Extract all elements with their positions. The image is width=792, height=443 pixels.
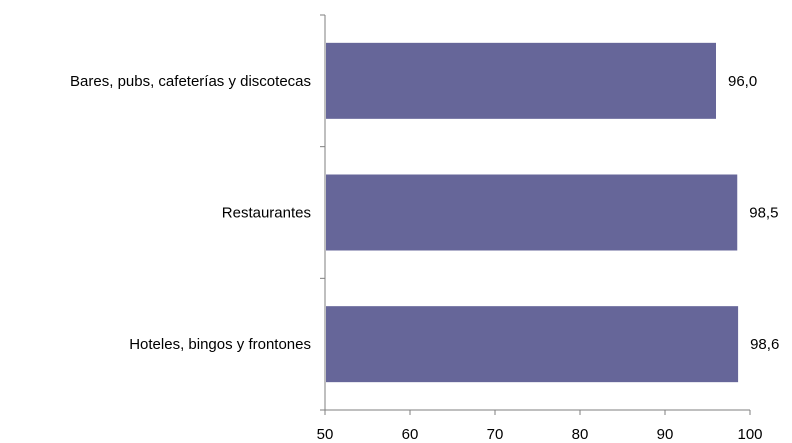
x-tick-label: 80	[572, 426, 589, 443]
bar	[326, 306, 739, 383]
category-label: Restaurantes	[222, 205, 311, 222]
x-tick-label: 50	[317, 426, 334, 443]
axis-layer	[320, 14, 751, 415]
bar	[326, 174, 738, 251]
x-tick-label: 70	[487, 426, 504, 443]
x-tick-label: 60	[402, 426, 419, 443]
x-tick-label: 100	[737, 426, 762, 443]
data-label: 98,5	[749, 205, 778, 222]
category-label: Bares, pubs, cafeterías y discotecas	[70, 73, 311, 90]
x-tick-label: 90	[657, 426, 674, 443]
data-label: 98,6	[750, 336, 779, 353]
category-label: Hoteles, bingos y frontones	[129, 336, 311, 353]
labels-layer: Bares, pubs, cafeterías y discotecas 96,0…	[70, 73, 779, 443]
data-label: 96,0	[728, 73, 757, 90]
bar	[326, 42, 716, 119]
bars-layer	[326, 42, 739, 383]
